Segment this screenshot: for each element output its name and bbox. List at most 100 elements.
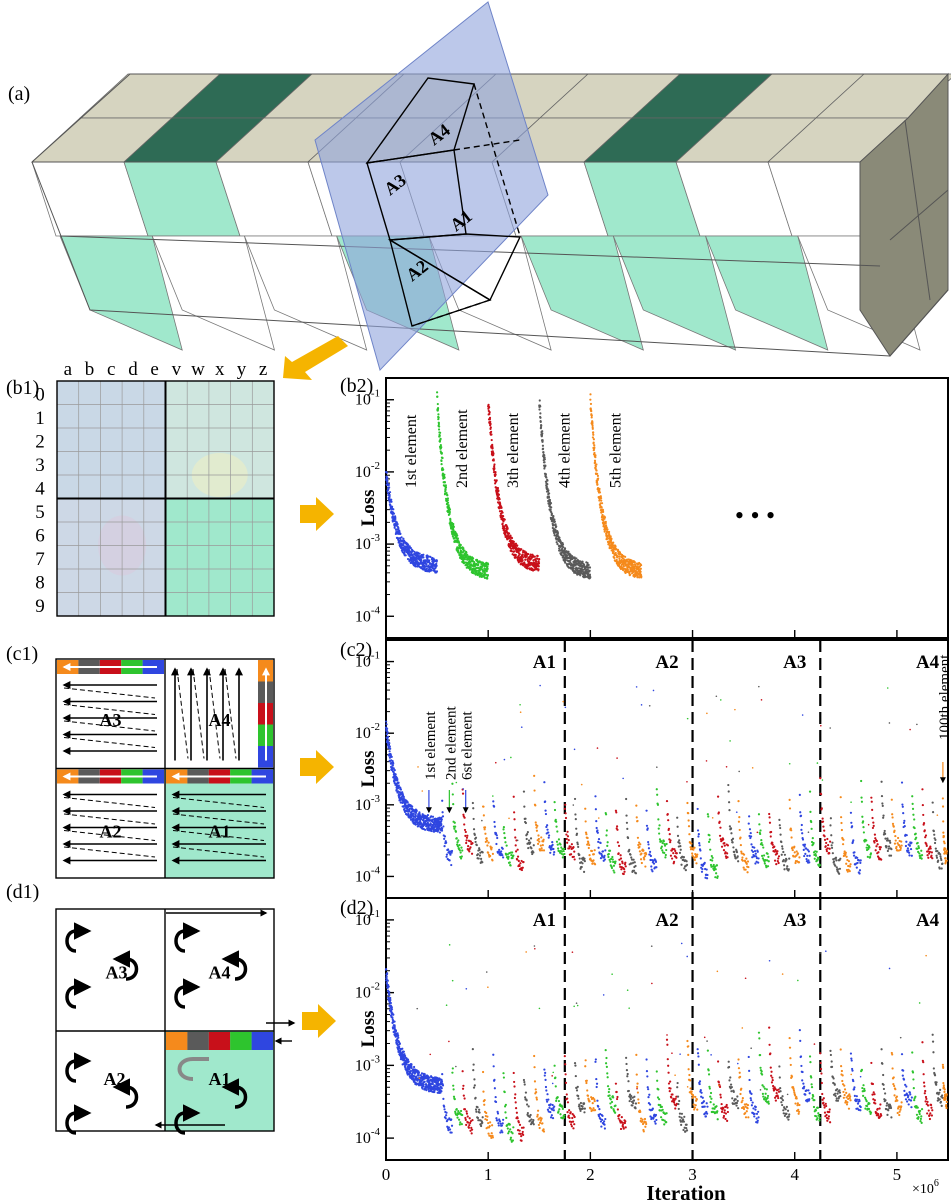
- series-point: [510, 536, 514, 540]
- series-point: [844, 851, 847, 854]
- outlier-point: [508, 817, 510, 820]
- series-point: [766, 865, 770, 868]
- series-point: [823, 835, 826, 838]
- series-point: [397, 1036, 400, 1039]
- series-point: [585, 833, 588, 836]
- series-point: [750, 843, 753, 846]
- series-point: [771, 841, 774, 844]
- series-point: [699, 849, 702, 852]
- series-point: [777, 855, 781, 858]
- series-point: [501, 847, 504, 850]
- series-point: [520, 868, 524, 872]
- series-point: [930, 854, 933, 857]
- series-point: [463, 549, 466, 552]
- series-point: [422, 556, 425, 559]
- series-point: [825, 841, 828, 845]
- series-point: [538, 408, 541, 411]
- y-tick-exponent: -3: [371, 532, 381, 544]
- series-point: [900, 781, 904, 784]
- series-point: [562, 849, 565, 853]
- series-point: [714, 876, 717, 879]
- series-point: [618, 557, 621, 560]
- series-point: [487, 1132, 490, 1135]
- series-point: [875, 839, 878, 843]
- series-point: [436, 402, 439, 406]
- series-point: [537, 561, 541, 565]
- series-point: [494, 470, 497, 474]
- series-point: [880, 780, 883, 783]
- series-point: [739, 836, 742, 839]
- series-point: [718, 820, 721, 823]
- series-point: [754, 852, 757, 855]
- series-point: [804, 852, 807, 856]
- series-point: [387, 488, 390, 491]
- series-point: [440, 446, 443, 449]
- series-point: [540, 424, 543, 427]
- series-point: [501, 522, 504, 525]
- series-point: [510, 547, 513, 550]
- series-point: [460, 855, 463, 858]
- series-point: [890, 798, 893, 801]
- series-point: [698, 842, 701, 845]
- series-point: [835, 859, 838, 862]
- series-point: [457, 1118, 461, 1121]
- y-axis-label: Loss: [358, 751, 379, 788]
- series-point: [561, 547, 564, 550]
- series-point: [414, 565, 417, 568]
- block-label-a4: A4: [209, 963, 231, 983]
- series-point: [574, 813, 577, 816]
- series-point: [783, 864, 786, 867]
- series-point: [731, 837, 735, 840]
- series-point: [793, 845, 796, 848]
- series-point: [606, 841, 609, 844]
- series-point: [466, 834, 469, 837]
- series-point: [594, 808, 597, 811]
- series-point: [797, 861, 801, 864]
- series-point: [507, 855, 510, 858]
- series-point: [445, 855, 448, 858]
- series-point: [440, 451, 443, 455]
- series-point: [703, 861, 706, 864]
- series-point: [849, 863, 852, 866]
- series-point: [567, 839, 570, 842]
- series-point: [870, 800, 873, 803]
- y-tick-exponent: -2: [371, 460, 380, 472]
- series-point: [465, 1123, 468, 1126]
- y-tick-label: 10-4: [355, 1126, 381, 1147]
- series-point: [852, 854, 856, 857]
- series-point: [639, 563, 643, 567]
- grid-col-label: b: [85, 359, 95, 380]
- series-point: [489, 854, 492, 858]
- series-point: [541, 444, 545, 447]
- outlier-point: [656, 766, 658, 768]
- series-point: [601, 508, 605, 512]
- series-point: [668, 833, 671, 836]
- series-point: [437, 416, 440, 419]
- series-point: [858, 869, 862, 872]
- series-point: [875, 845, 878, 848]
- series-point: [615, 558, 618, 562]
- outlier-point: [715, 695, 718, 698]
- series-point: [604, 520, 607, 523]
- series-point: [872, 821, 875, 824]
- series-point: [395, 521, 398, 524]
- series-point: [390, 500, 393, 503]
- block-label-a2: A2: [104, 1069, 126, 1089]
- series-point: [388, 750, 391, 753]
- series-point: [706, 873, 709, 877]
- series-point: [742, 866, 745, 869]
- series-point: [581, 862, 584, 865]
- series-point: [453, 821, 456, 824]
- series-point: [786, 865, 789, 868]
- series-point: [911, 795, 914, 798]
- outlier-point: [455, 781, 458, 784]
- return-path: [63, 720, 156, 732]
- front-face-cell: [243, 235, 368, 351]
- outlier-point: [751, 767, 754, 769]
- series-point: [941, 862, 944, 865]
- series-point: [478, 848, 481, 851]
- series-point: [481, 1121, 484, 1124]
- outlier-point: [867, 823, 870, 826]
- series-point: [768, 816, 771, 819]
- series-point: [838, 872, 841, 875]
